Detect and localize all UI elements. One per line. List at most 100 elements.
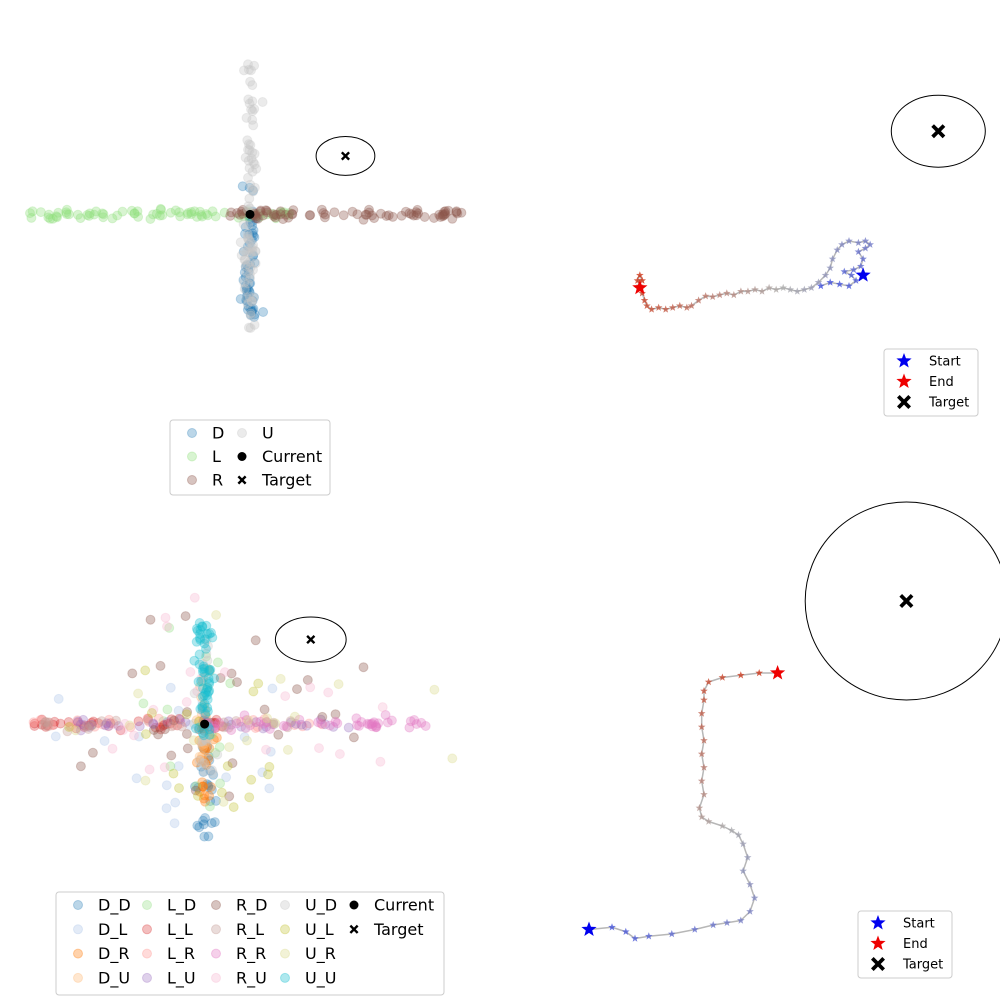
trajectory-step (640, 296, 649, 304)
point-l (91, 206, 102, 217)
point-u-u (198, 661, 209, 672)
point-u (243, 322, 254, 333)
legend-label-l-r: L_R (167, 944, 195, 964)
point-r (319, 212, 330, 223)
trajectory-step (718, 673, 727, 681)
point-u-r (70, 725, 81, 736)
legend-label-target: Target (373, 920, 424, 939)
point-r-r (356, 717, 367, 727)
point-r-l (86, 720, 97, 731)
trajectory-step (833, 246, 842, 254)
trajectory-step (765, 283, 773, 292)
point-l-d (212, 657, 223, 668)
point-r-r (380, 710, 391, 720)
point-d-l (169, 818, 180, 829)
legend-label-r-r: R_R (236, 944, 266, 964)
point-u (246, 296, 257, 307)
point-d (242, 296, 253, 306)
point-r-d (302, 675, 313, 685)
point-u-u (191, 623, 202, 634)
point-u-d (200, 670, 211, 681)
trajectory-step (697, 709, 706, 717)
panel-bottom-left-scatter: D_D D_L D_R D_U L_D L_L L_R L_U R_D R_L R_R R_U U_D U… (28, 592, 458, 996)
point-u (243, 278, 254, 289)
point-r-r (420, 721, 431, 731)
point-u (246, 296, 257, 307)
point-l-l (158, 720, 169, 731)
point-d (240, 222, 251, 233)
point-r (271, 209, 282, 220)
point-u (244, 145, 255, 156)
point-l (270, 213, 281, 224)
point-u-d (196, 736, 206, 747)
point-r-d (224, 791, 235, 802)
point-l (189, 206, 200, 217)
trajectory-step (743, 853, 752, 861)
point-l-u (328, 721, 339, 732)
point-d-u (197, 751, 207, 762)
legend-marker-d (187, 428, 197, 438)
point-l-d (162, 704, 173, 715)
trajectory-step (697, 813, 706, 821)
point-d-d (206, 784, 217, 795)
point-u (243, 244, 254, 255)
point-r-d (169, 715, 179, 726)
point-u-r (242, 735, 252, 746)
point-r (262, 207, 273, 218)
legend-marker-l (187, 451, 197, 462)
point-r (413, 208, 424, 219)
point-u (242, 298, 253, 309)
point-l-l (154, 722, 165, 733)
point-u-u (201, 684, 212, 695)
trajectory-step (779, 283, 787, 292)
legend-label-end: End (929, 375, 954, 390)
point-r (275, 209, 286, 220)
point-r-l (268, 717, 279, 728)
point-d-l (99, 736, 110, 746)
point-d-r (194, 786, 205, 797)
point-d-d (196, 761, 207, 772)
point-u (248, 264, 258, 275)
point-r-u (219, 667, 230, 678)
point-u-u (189, 655, 200, 666)
point-r-r (352, 720, 362, 731)
point-r-u (107, 743, 118, 754)
point-r-r (370, 720, 381, 731)
trajectory-step (715, 291, 724, 299)
point-u-u (191, 636, 202, 647)
point-d-r (200, 758, 211, 768)
point-l (145, 214, 156, 224)
trajectory-step (737, 916, 745, 924)
point-l-l (88, 716, 99, 727)
point-l-l (143, 713, 154, 724)
point-u (248, 120, 259, 131)
point-d (243, 263, 254, 274)
point-r-u (197, 706, 208, 717)
point-l (45, 213, 56, 224)
point-d-r (201, 760, 212, 770)
trajectory-step (654, 303, 663, 311)
legend-label-d: D (212, 424, 224, 443)
point-r (258, 210, 268, 221)
point-r-u (148, 704, 159, 715)
legend-label-target: Target (902, 958, 943, 973)
point-d (240, 280, 251, 291)
legend-marker-u-d (280, 900, 290, 910)
point-r-d (226, 668, 237, 679)
point-d (238, 246, 249, 257)
trajectory-step (700, 736, 708, 744)
point-d (242, 289, 253, 300)
point-r-d (145, 614, 156, 625)
point-l (98, 209, 109, 220)
point-u (247, 184, 258, 195)
point-d-d (198, 743, 209, 754)
point-r-d (180, 611, 191, 622)
point-u-r (211, 610, 222, 620)
point-d (244, 285, 254, 296)
point-l-r (304, 718, 315, 729)
point-l-u (148, 718, 159, 729)
point-l-r (108, 718, 119, 729)
point-u-d (189, 688, 200, 699)
point-l (112, 210, 123, 221)
legend-label-start: Start (929, 355, 961, 370)
